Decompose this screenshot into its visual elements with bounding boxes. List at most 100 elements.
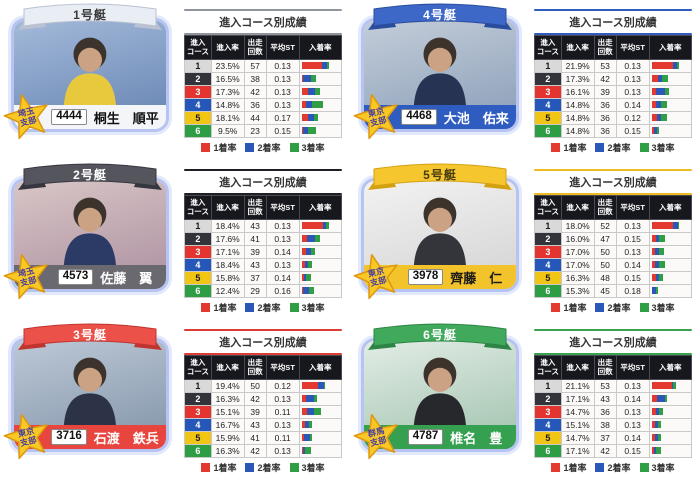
racer-photo <box>14 341 166 425</box>
bar-segment-2nd <box>654 261 660 269</box>
bar-segment-3rd <box>311 75 317 83</box>
table-row: 6 16.3% 42 0.13 <box>184 443 343 458</box>
course-cell: 1 <box>534 58 562 73</box>
bar-segment-1st <box>301 261 305 269</box>
bar-segment-1st <box>301 222 324 230</box>
legend-label-3rd: 3着率 <box>301 462 325 473</box>
avg-st-cell: 0.13 <box>615 378 650 393</box>
course-cell: 5 <box>184 110 212 125</box>
bar-segment-1st <box>651 114 658 122</box>
bar-segment-1st <box>651 395 658 403</box>
starts-cell: 50 <box>243 378 267 393</box>
legend-item-1st: 1着率 <box>551 141 586 154</box>
legend-swatch-1st <box>201 462 211 472</box>
ribbon-banner-shape <box>18 163 162 190</box>
finish-rate-bar <box>301 274 339 282</box>
racer-panel: 1号艇 4444 桐生 順平 埼玉 <box>0 0 350 160</box>
ribbon-banner-shape <box>368 323 512 350</box>
bar-segment-2nd <box>673 62 677 70</box>
legend-swatch-2nd <box>245 142 255 152</box>
course-cell: 4 <box>184 97 212 112</box>
boat-ribbon: 1号艇 <box>16 1 164 35</box>
bar-segment-1st <box>651 408 656 416</box>
legend-label-3rd: 3着率 <box>301 142 325 153</box>
bar-segment-2nd <box>323 222 326 230</box>
course-stats-table: 進入 コース 進入率 出走 回数 平均ST 入着率 1 21.1% 53 0.1… <box>534 355 693 458</box>
avg-st-cell: 0.13 <box>615 58 650 73</box>
table-row: 4 16.7% 43 0.13 <box>184 417 343 432</box>
entry-rate-cell: 17.3% <box>560 71 595 86</box>
legend-item-1st: 1着率 <box>551 301 586 314</box>
entry-rate-cell: 14.7% <box>560 430 595 445</box>
finish-rate-bar <box>301 88 339 96</box>
table-row: 3 17.1% 39 0.14 <box>184 244 343 259</box>
bar-segment-3rd <box>655 287 659 295</box>
racer-panel: 2号艇 4573 佐藤 翼 埼玉 <box>0 160 350 320</box>
bar-segment-1st <box>301 101 306 109</box>
bar-segment-1st <box>651 127 654 135</box>
branch-star-badge: 東京 支部 <box>348 247 406 305</box>
finish-rate-bar-cell <box>648 443 693 458</box>
course-cell: 5 <box>184 430 212 445</box>
bar-segment-2nd <box>655 88 666 96</box>
finish-rate-bar <box>651 395 689 403</box>
course-cell: 6 <box>534 283 562 298</box>
table-row: 1 18.4% 43 0.13 <box>184 218 343 233</box>
finish-rate-bar <box>651 222 689 230</box>
avg-st-cell: 0.14 <box>615 391 650 406</box>
finish-rate-bar-cell <box>298 218 343 233</box>
table-row: 5 16.3% 48 0.15 <box>534 270 693 285</box>
table-row: 5 14.7% 37 0.14 <box>534 430 693 445</box>
title-rule-top <box>534 329 692 331</box>
bar-segment-3rd <box>325 222 329 230</box>
entry-rate-cell: 15.1% <box>210 404 245 419</box>
racer-name: 佐藤 翼 <box>100 270 153 286</box>
table-row: 4 15.1% 38 0.13 <box>534 417 693 432</box>
racer-registration-number: 4573 <box>57 269 94 285</box>
legend-label-2nd: 2着率 <box>257 302 281 313</box>
branch-name-line2: 支部 <box>368 274 388 288</box>
bar-segment-3rd <box>313 395 317 403</box>
col-header-course: 進入 コース <box>184 35 212 60</box>
finish-rate-bar-cell <box>648 244 693 259</box>
avg-st-cell: 0.14 <box>615 97 650 112</box>
bar-segment-1st <box>651 434 655 442</box>
table-row: 3 16.1% 39 0.13 <box>534 84 693 99</box>
entry-rate-cell: 18.0% <box>560 218 595 233</box>
boat-ribbon: 5号艇 <box>366 161 514 195</box>
branch-name-line1: 埼玉 <box>17 105 36 119</box>
bar-segment-3rd <box>657 434 661 442</box>
course-stats-table: 進入 コース 進入率 出走 回数 平均ST 入着率 1 23.5% 57 0.1… <box>184 35 343 138</box>
finish-rate-bar <box>651 274 689 282</box>
boat-number-label: 1号艇 <box>73 8 107 22</box>
col-header-starts: 出走 回数 <box>593 355 617 380</box>
avg-st-cell: 0.13 <box>265 391 300 406</box>
racer-name-strip: 4573 佐藤 翼 <box>14 265 166 289</box>
legend-label-2nd: 2着率 <box>607 462 631 473</box>
bar-segment-1st <box>651 382 673 390</box>
bar-segment-2nd <box>307 235 315 243</box>
title-rule-top <box>534 9 692 11</box>
branch-name-line1: 東京 <box>366 265 386 279</box>
branch-star-badge: 埼玉 支部 <box>0 247 56 305</box>
title-rule-bottom <box>534 353 692 355</box>
racer-name: 齊藤 仁 <box>450 270 503 286</box>
starts-cell: 37 <box>593 430 617 445</box>
title-rule-bottom <box>184 353 342 355</box>
bar-segment-3rd <box>665 395 667 403</box>
col-header-finish-rate: 入着率 <box>648 35 693 60</box>
legend-swatch-2nd <box>245 302 255 312</box>
bar-segment-3rd <box>314 114 319 122</box>
starts-cell: 47 <box>593 231 617 246</box>
table-row: 6 15.3% 45 0.18 <box>534 283 693 298</box>
starts-cell: 43 <box>243 218 267 233</box>
legend: 1着率 2着率 3着率 <box>534 301 692 314</box>
boat-number-label: 6号艇 <box>423 328 457 342</box>
finish-rate-bar-cell <box>298 110 343 125</box>
starts-cell: 29 <box>243 283 267 298</box>
table-row: 3 17.3% 42 0.13 <box>184 84 343 99</box>
finish-rate-bar-cell <box>648 97 693 112</box>
col-header-starts: 出走 回数 <box>243 35 267 60</box>
avg-st-cell: 0.13 <box>265 443 300 458</box>
